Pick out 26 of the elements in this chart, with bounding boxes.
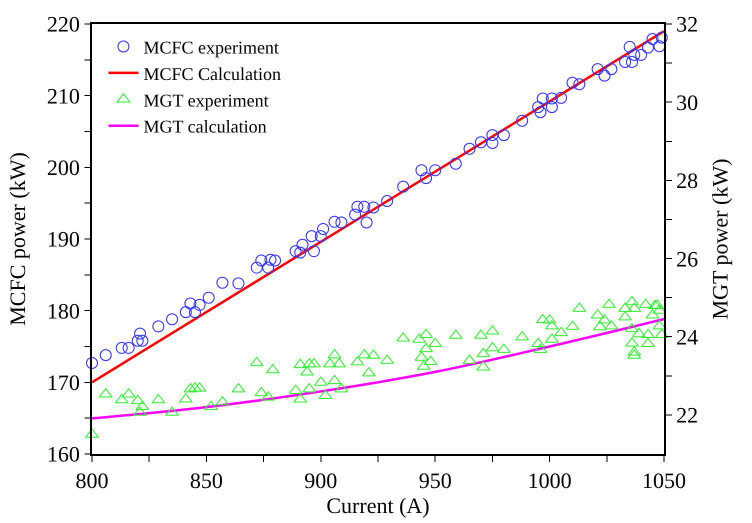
y-tick-label: 210: [46, 83, 80, 108]
x-tick-label: 800: [76, 468, 108, 494]
y2-axis-title: MGT power (kW): [708, 158, 733, 320]
y2-tick-label: 32: [676, 12, 698, 37]
x-axis-title: Current (A): [326, 493, 430, 518]
y-tick-label: 200: [46, 155, 80, 180]
y-tick-label: 190: [46, 226, 80, 252]
legend-label: MGT experiment: [143, 90, 269, 110]
y-tick-label: 180: [46, 298, 80, 324]
y-tick-label: 160: [46, 442, 80, 467]
y2-tick-label: 22: [676, 402, 698, 428]
legend-label: MCFC experiment: [143, 38, 279, 58]
y-tick-label: 170: [46, 370, 80, 396]
x-tick-label: 1000: [528, 468, 572, 494]
x-tick-label: 850: [190, 468, 223, 494]
legend-label: MGT calculation: [143, 116, 267, 137]
y-tick-label: 220: [46, 12, 80, 37]
y2-tick-label: 24: [676, 324, 698, 350]
y-axis-title: MCFC power (kW): [5, 152, 30, 326]
x-tick-label: 1050: [642, 468, 686, 494]
y2-tick-label: 30: [676, 90, 698, 115]
x-tick-label: 900: [304, 468, 338, 494]
y2-tick-label: 28: [676, 168, 698, 194]
x-tick-label: 950: [418, 468, 452, 494]
legend-label: MCFC Calculation: [143, 64, 281, 84]
y2-tick-label: 26: [676, 246, 698, 272]
